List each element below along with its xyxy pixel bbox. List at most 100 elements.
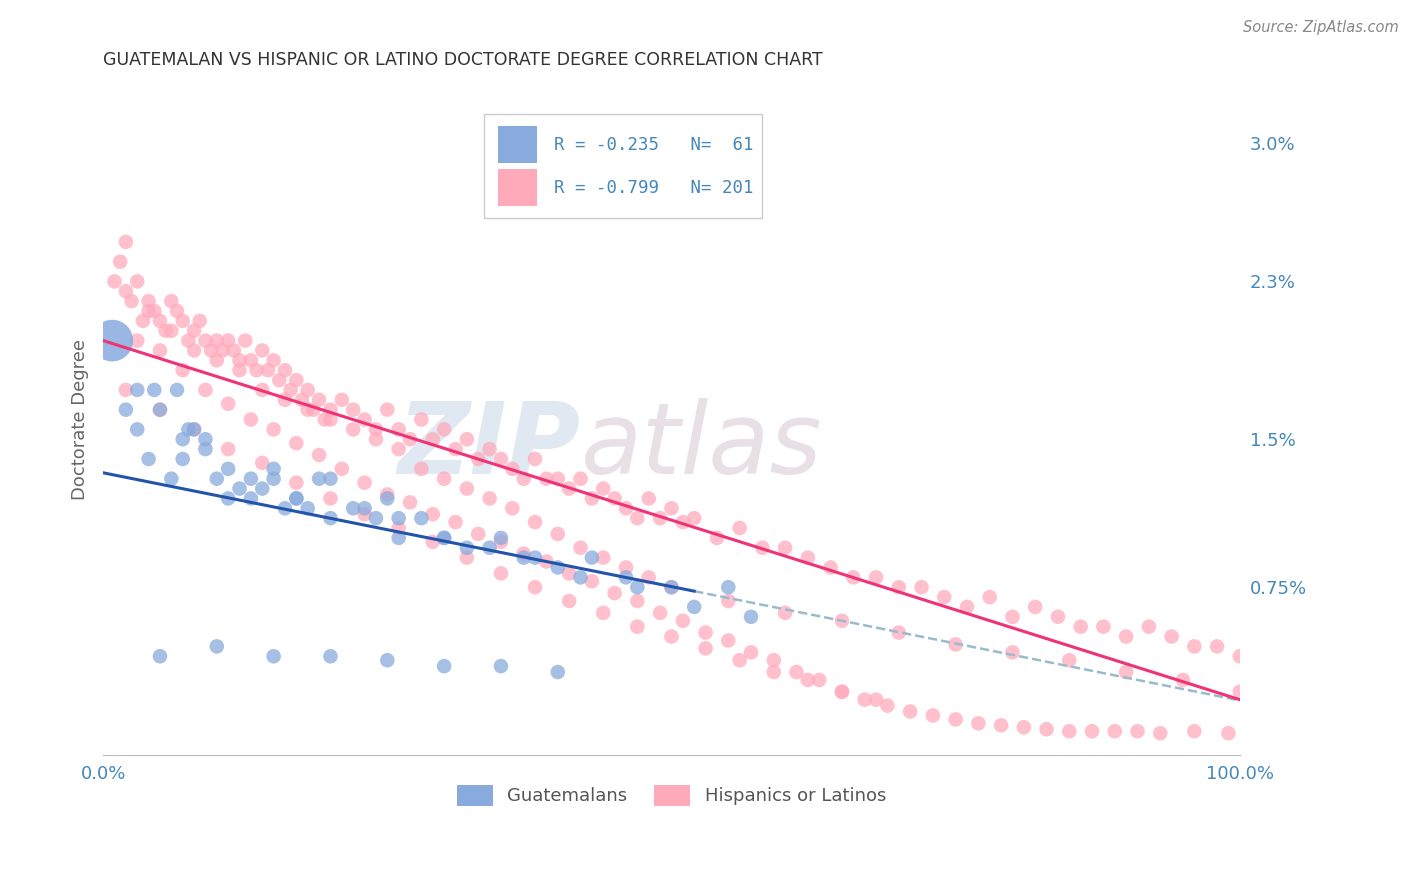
Point xyxy=(1229,649,1251,664)
Point xyxy=(127,274,149,288)
Point xyxy=(1149,726,1171,740)
Point xyxy=(456,482,478,496)
Point xyxy=(233,334,256,348)
Point xyxy=(239,472,262,486)
Point xyxy=(831,685,853,699)
Point xyxy=(614,501,637,516)
Point xyxy=(149,343,172,358)
Point xyxy=(217,462,239,476)
Point xyxy=(1137,620,1160,634)
Point xyxy=(501,462,523,476)
Point xyxy=(478,541,501,555)
Point xyxy=(194,334,217,348)
Point xyxy=(422,432,444,446)
Point xyxy=(876,698,898,713)
Point xyxy=(661,501,683,516)
Point xyxy=(285,436,308,450)
Point xyxy=(183,422,205,436)
Point xyxy=(257,363,280,377)
Point xyxy=(865,570,887,584)
Point xyxy=(865,692,887,706)
Point xyxy=(101,334,124,348)
Point xyxy=(592,606,614,620)
Point xyxy=(217,397,239,411)
Point xyxy=(245,363,267,377)
Point xyxy=(291,392,314,407)
Point xyxy=(172,432,194,446)
Point xyxy=(280,383,302,397)
Point xyxy=(166,304,188,318)
Legend: Guatemalans, Hispanics or Latinos: Guatemalans, Hispanics or Latinos xyxy=(450,778,894,813)
Point xyxy=(308,448,330,462)
Point xyxy=(433,422,456,436)
Point xyxy=(155,324,177,338)
Point xyxy=(172,314,194,328)
Point xyxy=(353,507,375,521)
Point xyxy=(489,566,512,581)
Point xyxy=(274,363,297,377)
Point xyxy=(637,491,659,506)
Point xyxy=(773,541,796,555)
Point xyxy=(308,392,330,407)
Point xyxy=(183,422,205,436)
Point xyxy=(143,383,166,397)
Point xyxy=(108,254,131,268)
Text: ZIP: ZIP xyxy=(398,398,581,495)
Point xyxy=(1160,630,1182,644)
Point xyxy=(149,314,172,328)
Point xyxy=(172,452,194,467)
Point xyxy=(740,645,762,659)
Point xyxy=(115,383,138,397)
Point xyxy=(728,653,751,667)
Point xyxy=(297,402,319,417)
Point xyxy=(364,511,387,525)
Point xyxy=(1001,645,1024,659)
Point xyxy=(160,324,183,338)
Point xyxy=(672,614,695,628)
Point xyxy=(683,599,706,614)
Point xyxy=(489,659,512,673)
Text: R = -0.235   N=  61: R = -0.235 N= 61 xyxy=(554,136,754,154)
Point xyxy=(524,515,547,529)
Point xyxy=(342,402,364,417)
Point xyxy=(853,692,876,706)
Point xyxy=(314,412,336,426)
Point xyxy=(1115,630,1137,644)
Point xyxy=(285,475,308,490)
Point xyxy=(263,353,285,368)
Point xyxy=(205,334,228,348)
Point xyxy=(603,491,626,506)
Point xyxy=(945,637,967,651)
Point xyxy=(388,511,411,525)
Point xyxy=(205,353,228,368)
Point xyxy=(115,402,138,417)
Point xyxy=(967,716,990,731)
Point xyxy=(1182,640,1205,654)
Point xyxy=(285,491,308,506)
Point xyxy=(342,501,364,516)
Point xyxy=(149,402,172,417)
Point xyxy=(820,560,842,574)
Point xyxy=(127,383,149,397)
Point xyxy=(626,620,648,634)
Point xyxy=(399,495,422,509)
Point xyxy=(239,491,262,506)
Point xyxy=(1206,640,1229,654)
Point xyxy=(558,482,581,496)
Point xyxy=(797,673,820,687)
Point xyxy=(934,590,956,604)
Point xyxy=(569,541,592,555)
Point xyxy=(456,541,478,555)
FancyBboxPatch shape xyxy=(498,127,537,163)
Point xyxy=(319,472,342,486)
Point xyxy=(364,422,387,436)
Point xyxy=(842,570,865,584)
Point xyxy=(297,501,319,516)
Point xyxy=(661,580,683,594)
Point xyxy=(252,482,274,496)
Point xyxy=(1115,665,1137,679)
Point xyxy=(478,442,501,456)
Point xyxy=(683,511,706,525)
Point xyxy=(166,383,188,397)
Point xyxy=(319,649,342,664)
